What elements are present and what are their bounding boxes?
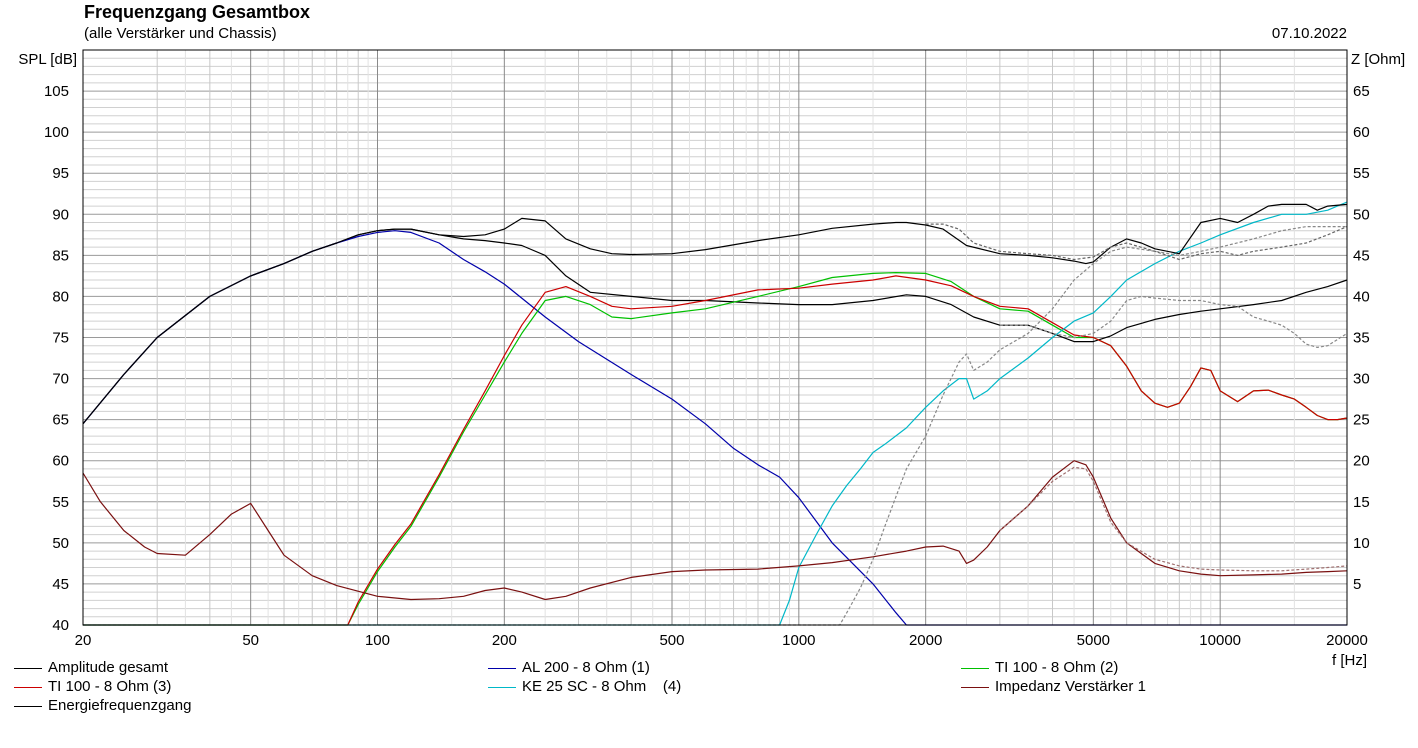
series-line-9 [999, 295, 1348, 348]
y-tick-label-left: 100 [44, 124, 69, 141]
legend-item-impedanz: Impedanz Verstärker 1 [961, 678, 1146, 729]
y-tick-label-right: 5 [1353, 576, 1361, 593]
y-tick-label-left: 80 [52, 288, 69, 305]
legend-label: Impedanz Verstärker 1 [995, 678, 1146, 695]
legend-label: Energiefrequenzgang [48, 697, 192, 714]
x-tick-label: 1000 [782, 632, 815, 649]
legend-item-energiefrequenzgang: Energiefrequenzgang [14, 697, 191, 748]
y-tick-label-left: 45 [52, 576, 69, 593]
y-axis-label-right: Z [Ohm] [1351, 51, 1405, 68]
legend-swatch [488, 687, 516, 688]
x-tick-label: 10000 [1199, 632, 1241, 649]
x-tick-label: 200 [492, 632, 517, 649]
x-tick-label: 2000 [909, 632, 942, 649]
legend-swatch [961, 687, 989, 688]
x-axis-label: f [Hz] [1332, 652, 1367, 669]
y-tick-label-left: 70 [52, 371, 69, 388]
x-tick-label: 20000 [1326, 632, 1368, 649]
series-line-4 [83, 201, 1348, 626]
y-tick-label-left: 40 [52, 617, 69, 634]
y-tick-label-left: 65 [52, 412, 69, 429]
y-tick-label-right: 45 [1353, 247, 1370, 264]
legend-label: AL 200 - 8 Ohm (1) [522, 659, 650, 676]
series-line-6 [82, 203, 1348, 425]
y-tick-label-left: 60 [52, 453, 69, 470]
x-tick-label: 500 [659, 632, 684, 649]
y-tick-label-left: 105 [44, 83, 69, 100]
series-line-8 [925, 223, 1348, 261]
y-tick-label-right: 30 [1353, 371, 1370, 388]
y-tick-label-left: 95 [52, 165, 69, 182]
legend-swatch [488, 668, 516, 669]
chart-subtitle: (alle Verstärker und Chassis) [84, 25, 277, 42]
legend-item-ti100-2: TI 100 - 8 Ohm (2) [961, 659, 1118, 710]
y-tick-label-right: 35 [1353, 330, 1370, 347]
legend-swatch [961, 668, 989, 669]
y-tick-label-right: 20 [1353, 453, 1370, 470]
legend-swatch [14, 687, 42, 688]
legend-swatch [14, 668, 42, 669]
x-tick-label: 100 [365, 632, 390, 649]
legend-swatch [14, 706, 42, 707]
y-tick-label-right: 25 [1353, 412, 1370, 429]
legend-label: TI 100 - 8 Ohm (2) [995, 659, 1119, 676]
x-tick-label: 50 [242, 632, 259, 649]
legend-label: Amplitude gesamt [48, 659, 169, 676]
y-tick-label-left: 85 [52, 247, 69, 264]
y-tick-label-right: 10 [1353, 535, 1370, 552]
frequency-response-chart: 40 45 50 55 60 65 70 75 80 85 90 95 100 105 5 10 15 20 25 3… [18, 49, 1405, 669]
legend-item-ke25sc: KE 25 SC - 8 Ohm (4) [488, 678, 681, 729]
y-tick-label-right: 55 [1353, 165, 1370, 182]
y-tick-label-right: 15 [1353, 494, 1370, 511]
series-line-7 [83, 226, 1347, 626]
y-tick-label-right: 50 [1353, 206, 1370, 223]
y-tick-label-left: 90 [52, 206, 69, 223]
plot-frame [82, 49, 1348, 626]
series-line-3 [83, 275, 1348, 626]
x-tick-label: 20 [75, 632, 92, 649]
plot-series [82, 201, 1348, 626]
legend-item-ti100-3: TI 100 - 8 Ohm (3) [14, 678, 171, 729]
series-line-10 [999, 466, 1348, 572]
legend-item-amplitude-gesamt: Amplitude gesamt [14, 659, 168, 710]
chart-date: 07.10.2022 [1271, 25, 1347, 42]
legend-label: TI 100 - 8 Ohm (3) [48, 678, 172, 695]
legend-item-al200: AL 200 - 8 Ohm (1) [488, 659, 650, 710]
axis-labels: 40 45 50 55 60 65 70 75 80 85 90 95 100 105 5 10 15 20 25 3… [18, 51, 1405, 669]
y-tick-label-right: 65 [1353, 83, 1370, 100]
plot-grid [83, 50, 1347, 625]
y-axis-label-left: SPL [dB] [18, 51, 77, 68]
y-tick-label-left: 55 [52, 494, 69, 511]
y-tick-label-left: 50 [52, 535, 69, 552]
legend-label: KE 25 SC - 8 Ohm (4) [522, 678, 682, 695]
x-tick-label: 5000 [1077, 632, 1110, 649]
y-tick-label-left: 75 [52, 330, 69, 347]
y-tick-label-right: 60 [1353, 124, 1370, 141]
y-tick-label-right: 40 [1353, 288, 1370, 305]
chart-title: Frequenzgang Gesamtbox [84, 2, 311, 22]
